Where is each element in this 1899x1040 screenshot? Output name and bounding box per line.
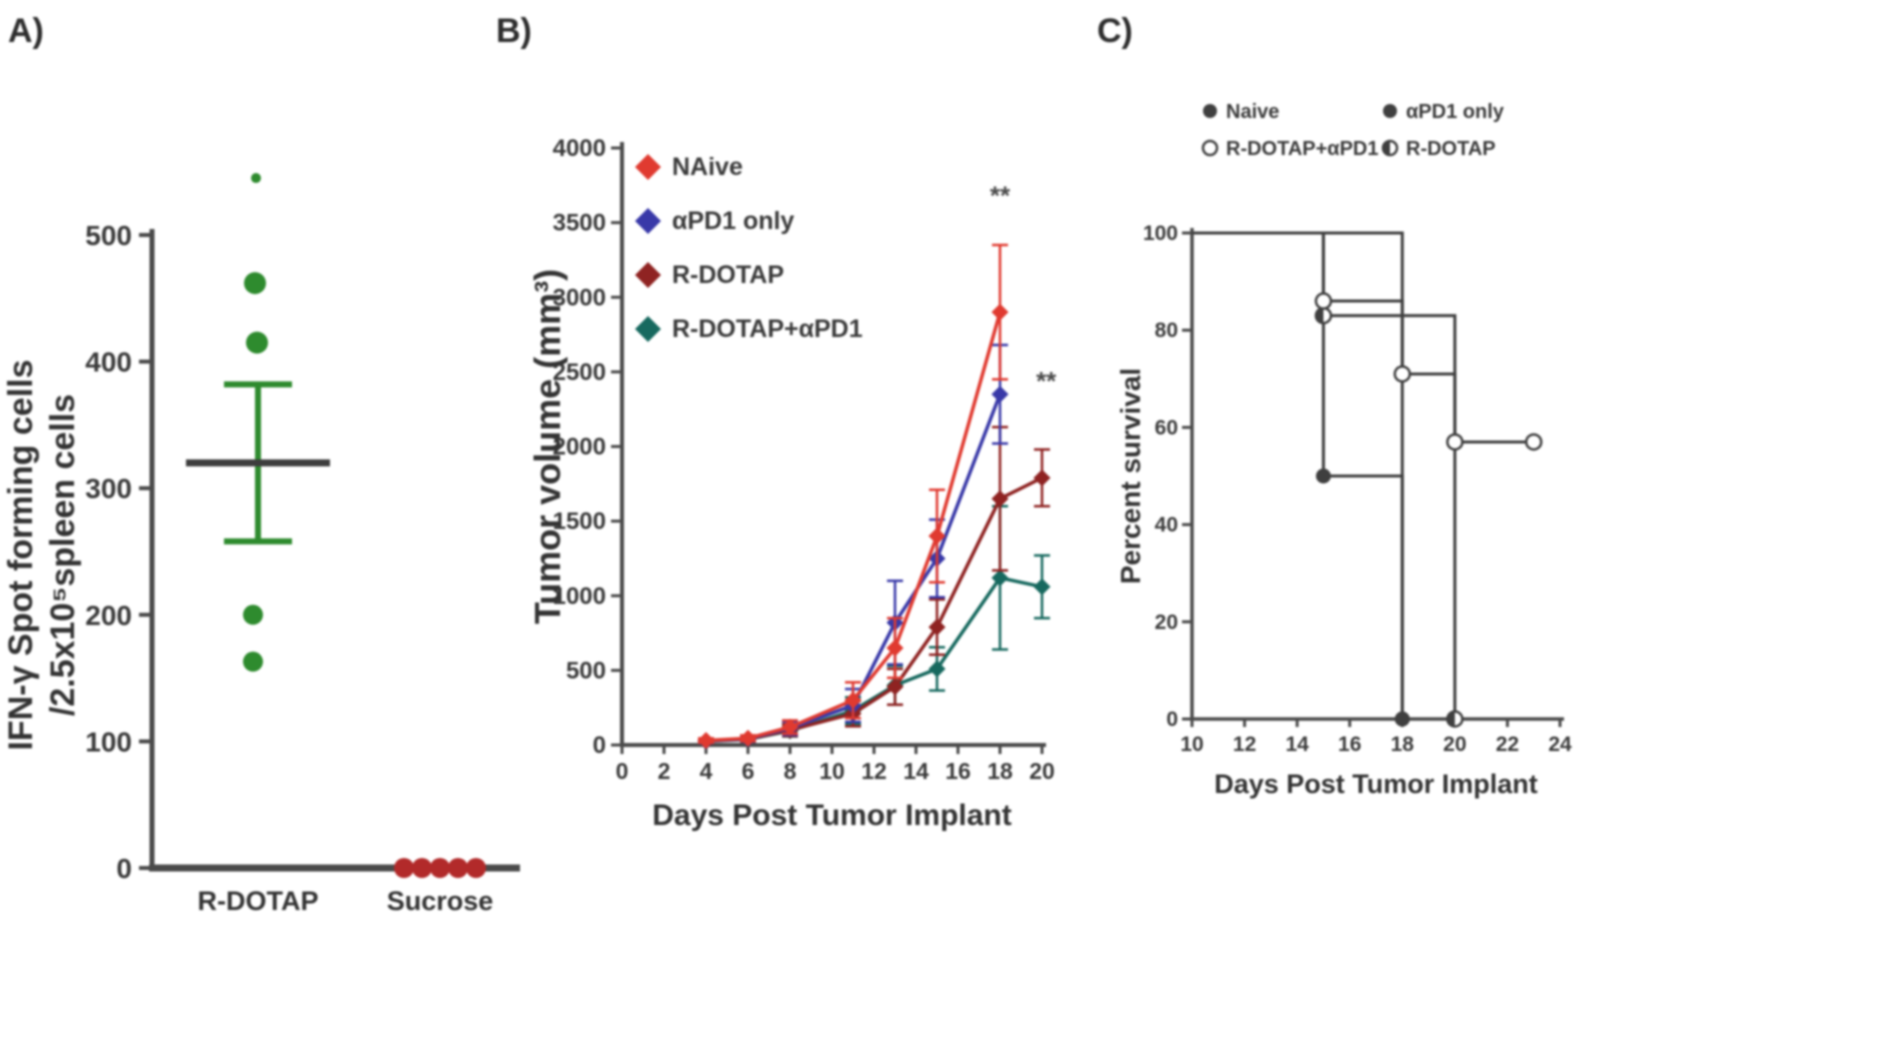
panel-a-group-label-1: Sucrose bbox=[387, 886, 494, 916]
svg-text:24: 24 bbox=[1548, 733, 1572, 756]
svg-text:300: 300 bbox=[85, 473, 132, 504]
panel-c-series-1 bbox=[1192, 231, 1410, 727]
panel-c-letter: C) bbox=[1097, 12, 1133, 50]
svg-text:20: 20 bbox=[1443, 733, 1466, 756]
svg-text:16: 16 bbox=[945, 758, 971, 784]
svg-text:/2.5x10⁵spleen cells: /2.5x10⁵spleen cells bbox=[44, 394, 82, 716]
svg-text:10: 10 bbox=[819, 758, 845, 784]
panel-b-axes bbox=[611, 142, 1046, 754]
svg-text:Naive: Naive bbox=[1226, 101, 1279, 123]
svg-text:22: 22 bbox=[1496, 733, 1519, 756]
panel-b-letter: B) bbox=[496, 12, 532, 50]
svg-text:**: ** bbox=[1036, 366, 1057, 396]
panel-b-ytick-labels: 0 500 1000 1500 2000 2500 3000 3500 4000 bbox=[553, 135, 606, 759]
panel-a-chart: 0 100 200 300 400 500 IFN-γ Spot forming cells… bbox=[2, 173, 520, 916]
svg-text:αPD1 only: αPD1 only bbox=[1406, 101, 1505, 123]
svg-text:14: 14 bbox=[1285, 733, 1309, 756]
panel-b-ylabel: Tumor volume (mm³) bbox=[527, 269, 568, 624]
svg-text:14: 14 bbox=[903, 758, 929, 784]
panel-c-series-0 bbox=[1192, 231, 1410, 727]
svg-text:0: 0 bbox=[1166, 708, 1178, 731]
svg-text:Days Post Tumor Implant: Days Post Tumor Implant bbox=[652, 799, 1012, 832]
svg-text:6: 6 bbox=[742, 758, 755, 784]
panel-c-xlabel: Days Post Tumor Implant bbox=[1214, 769, 1538, 799]
panel-b-legend: NAive αPD1 only R-DOTAP R-DOTAP+αPD1 bbox=[635, 153, 863, 343]
panel-c-legend: Naive αPD1 only R-DOTAP+αPD1 R-DOTAP bbox=[1201, 101, 1505, 160]
svg-text:500: 500 bbox=[85, 220, 132, 251]
panel-a-ylabel: IFN-γ Spot forming cells/2.5x10⁵spleen c… bbox=[2, 359, 82, 750]
svg-text:10: 10 bbox=[1180, 733, 1203, 756]
svg-text:Percent survival: Percent survival bbox=[1115, 368, 1146, 584]
svg-text:60: 60 bbox=[1155, 416, 1178, 439]
panel-c-ylabel: Percent survival bbox=[1115, 368, 1146, 584]
svg-text:80: 80 bbox=[1155, 319, 1178, 342]
panel-a-axes bbox=[139, 229, 520, 872]
svg-text:**: ** bbox=[990, 181, 1011, 211]
svg-text:18: 18 bbox=[1391, 733, 1415, 756]
svg-text:500: 500 bbox=[566, 657, 606, 684]
svg-text:2500: 2500 bbox=[553, 359, 606, 386]
svg-text:2: 2 bbox=[658, 758, 671, 784]
svg-text:0: 0 bbox=[616, 758, 629, 784]
panel-c-ytick-labels: 0 20 40 60 80 100 bbox=[1143, 222, 1178, 731]
svg-text:Sucrose: Sucrose bbox=[387, 886, 494, 916]
panel-b-series-0 bbox=[697, 243, 1009, 750]
svg-text:400: 400 bbox=[85, 347, 132, 378]
svg-text:12: 12 bbox=[861, 758, 887, 784]
panel-b-xtick-labels: 0 2 4 6 8 10 12 14 16 18 20 bbox=[616, 758, 1055, 784]
svg-text:20: 20 bbox=[1029, 758, 1055, 784]
svg-text:1500: 1500 bbox=[553, 508, 606, 535]
panel-c-xtick-labels: 10 12 14 16 18 20 22 24 bbox=[1180, 733, 1572, 756]
svg-text:3000: 3000 bbox=[553, 284, 606, 311]
svg-text:2000: 2000 bbox=[553, 434, 606, 461]
panel-a-group-0 bbox=[186, 173, 330, 672]
svg-text:16: 16 bbox=[1338, 733, 1361, 756]
svg-text:3500: 3500 bbox=[553, 210, 606, 237]
panel-c-axes bbox=[1182, 228, 1564, 727]
svg-text:NAive: NAive bbox=[672, 153, 743, 181]
svg-text:R-DOTAP: R-DOTAP bbox=[198, 886, 319, 916]
svg-text:20: 20 bbox=[1155, 611, 1178, 634]
svg-text:200: 200 bbox=[85, 600, 132, 631]
panel-a-ytick-labels: 0 100 200 300 400 500 bbox=[85, 220, 132, 884]
panel-a-group-1 bbox=[394, 858, 486, 878]
svg-text:4000: 4000 bbox=[553, 135, 606, 162]
panel-b-chart: 0 500 1000 1500 2000 2500 3000 3500 4000 0 2 4 6 8 10 1… bbox=[527, 135, 1057, 832]
svg-text:R-DOTAP: R-DOTAP bbox=[672, 261, 784, 289]
svg-text:1000: 1000 bbox=[553, 583, 606, 610]
svg-text:R-DOTAP+αPD1: R-DOTAP+αPD1 bbox=[672, 315, 863, 343]
svg-text:12: 12 bbox=[1233, 733, 1256, 756]
svg-text:0: 0 bbox=[116, 853, 132, 884]
panel-b-significance: ** ** bbox=[990, 181, 1057, 396]
svg-text:IFN-γ Spot forming cells: IFN-γ Spot forming cells bbox=[2, 359, 40, 750]
panel-b-xlabel: Days Post Tumor Implant bbox=[652, 799, 1012, 832]
panel-b-series-3 bbox=[697, 504, 1051, 750]
panel-c-chart: 0 20 40 60 80 100 10 12 14 16 18 20 22 24 Percent surv… bbox=[1115, 101, 1572, 799]
svg-text:18: 18 bbox=[987, 758, 1013, 784]
svg-text:100: 100 bbox=[1143, 222, 1178, 245]
svg-text:0: 0 bbox=[593, 732, 606, 759]
svg-text:R-DOTAP+αPD1: R-DOTAP+αPD1 bbox=[1226, 138, 1379, 160]
panel-c-series-3 bbox=[1192, 231, 1543, 451]
svg-text:Days Post Tumor Implant: Days Post Tumor Implant bbox=[1214, 769, 1538, 799]
svg-text:αPD1 only: αPD1 only bbox=[672, 207, 794, 235]
panel-a-letter: A) bbox=[8, 12, 44, 50]
svg-text:Tumor volume (mm³): Tumor volume (mm³) bbox=[527, 269, 568, 624]
svg-text:100: 100 bbox=[85, 726, 132, 757]
svg-text:40: 40 bbox=[1155, 514, 1178, 537]
svg-text:8: 8 bbox=[784, 758, 797, 784]
panel-b-series-2 bbox=[697, 425, 1051, 750]
svg-text:R-DOTAP: R-DOTAP bbox=[1406, 138, 1496, 160]
panel-a-group-label-0: R-DOTAP bbox=[198, 886, 319, 916]
svg-text:4: 4 bbox=[700, 758, 713, 784]
